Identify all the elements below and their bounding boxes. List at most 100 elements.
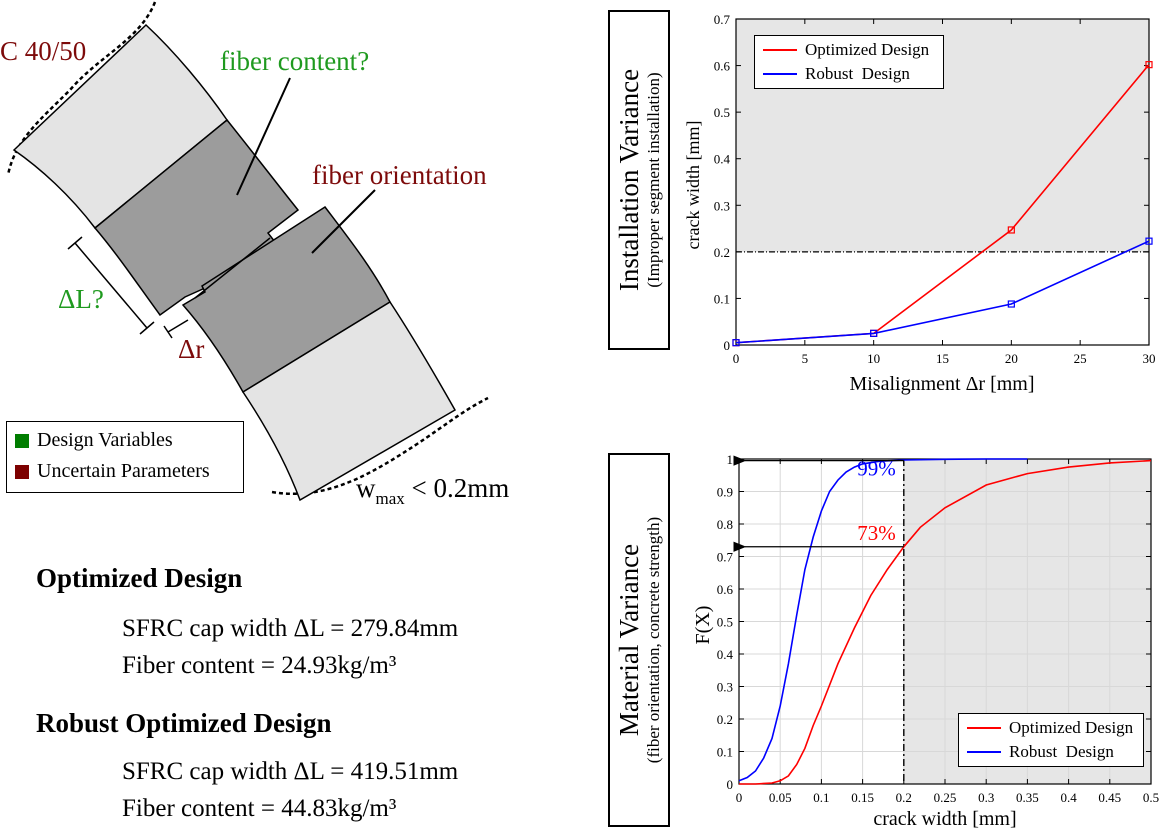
delta-r-label: Δr — [178, 334, 204, 364]
legend-item-robust: Robust Design — [763, 64, 910, 84]
fiber-orientation-label: fiber orientation — [312, 160, 487, 190]
chart1-legend: Optimized Design Robust Design — [754, 35, 944, 89]
legend-label: Robust Design — [805, 64, 910, 83]
installation-variance-label-box: Installation Variance (Improper segment … — [608, 10, 670, 350]
delta-r-dimension — [167, 319, 189, 333]
x-tick-label: 0 — [733, 351, 740, 366]
x-axis-label: crack width [mm] — [873, 808, 1016, 830]
delta-l-tick-bottom — [139, 321, 155, 335]
material-variance-label-box: Material Variance (fiber orientation, co… — [608, 453, 670, 827]
legend-label: Optimized Design — [1009, 718, 1134, 737]
legend-item-optimized: Optimized Design — [763, 40, 929, 60]
y-tick-label: 0.5 — [714, 105, 730, 120]
green-square-icon — [15, 433, 29, 448]
x-tick-label: 0.4 — [1060, 790, 1077, 805]
y-tick-label: 0.4 — [714, 152, 731, 167]
design-title: Robust Optimized Design — [36, 708, 332, 738]
y-tick-label: 0.8 — [717, 517, 733, 532]
x-tick-label: 0.15 — [851, 790, 874, 805]
blue-line-icon — [763, 73, 797, 75]
x-tick-label: 0.5 — [1143, 790, 1159, 805]
y-tick-label: 0 — [727, 777, 734, 792]
x-tick-label: 0.05 — [769, 790, 792, 805]
delta-r-tick — [163, 325, 173, 339]
side-label-sub: (Improper segment installation) — [644, 72, 663, 288]
x-tick-label: 0.2 — [896, 790, 912, 805]
x-tick-label: 0.1 — [813, 790, 829, 805]
x-tick-label: 15 — [936, 351, 949, 366]
x-tick-label: 20 — [1005, 351, 1018, 366]
x-tick-label: 0.3 — [978, 790, 994, 805]
legend-label: Robust Design — [1009, 742, 1114, 761]
series-line-robust — [735, 240, 1150, 344]
annotation-label: 73% — [857, 521, 896, 545]
design-line: SFRC cap width ΔL = 279.84mm — [122, 615, 459, 642]
legend-item-robust: Robust Design — [967, 742, 1114, 762]
legend-item-uncertain-parameters: Uncertain Parameters — [15, 460, 210, 483]
leader-fiber-content — [236, 77, 291, 196]
y-tick-label: 1 — [727, 452, 734, 467]
boundary-curve-bottom — [271, 396, 489, 496]
design-line: Fiber content = 44.83kg/m³ — [122, 795, 397, 822]
y-tick-label: 0.3 — [717, 680, 733, 695]
x-tick-label: 0.45 — [1098, 790, 1121, 805]
delta-l-label: ΔL? — [58, 284, 104, 314]
y-tick-label: 0.7 — [717, 550, 734, 565]
y-tick-label: 0.5 — [717, 615, 733, 630]
y-tick-label: 0.3 — [714, 198, 730, 213]
diagram-legend: Design Variables Uncertain Parameters — [6, 421, 244, 493]
y-tick-label: 0.9 — [717, 485, 733, 500]
design-line: SFRC cap width ΔL = 419.51mm — [122, 758, 459, 785]
x-tick-label: 0.35 — [1016, 790, 1039, 805]
y-tick-label: 0.2 — [714, 245, 730, 260]
x-tick-label: 5 — [802, 351, 809, 366]
material-variance-chart: 0 0.05 0.1 0.15 0.2 0.25 0.3 0.35 0.4 0.45 0.5 0 0.1… — [692, 452, 1159, 830]
legend-item-optimized: Optimized Design — [967, 718, 1133, 738]
red-line-icon — [967, 727, 1001, 729]
data-point-robust — [732, 339, 740, 347]
y-tick-label: 0.2 — [717, 712, 733, 727]
annotation-label: 99% — [857, 457, 896, 481]
y-tick-label: 0.6 — [714, 59, 731, 74]
x-tick-label: 30 — [1143, 351, 1156, 366]
data-point-robust — [1145, 237, 1153, 245]
side-label-main: Installation Variance — [614, 68, 644, 292]
y-tick-label: 0.7 — [714, 12, 731, 27]
legend-item-design-variables: Design Variables — [15, 429, 173, 452]
y-axis-label: crack width [mm] — [683, 121, 703, 250]
x-axis-label: Misalignment Δr [mm] — [849, 373, 1034, 395]
side-label-sub: (fiber orientation, concrete strength) — [644, 516, 663, 764]
fiber-content-label: fiber content? — [220, 46, 369, 76]
data-point-optimized — [1145, 61, 1153, 69]
y-tick-label: 0.4 — [717, 647, 734, 662]
blue-line-icon — [967, 751, 1001, 753]
design-title: Optimized Design — [36, 563, 243, 593]
leader-fiber-orientation — [311, 189, 376, 254]
series-line-optimized — [739, 459, 1152, 785]
side-label-main: Material Variance — [614, 543, 644, 737]
lower-segment-light — [241, 300, 457, 502]
wmax-label: wmax < 0.2mm — [356, 473, 509, 508]
x-tick-label: 0 — [736, 790, 743, 805]
y-tick-label: 0.1 — [717, 745, 733, 760]
red-line-icon — [763, 49, 797, 51]
data-point-robust — [870, 329, 878, 337]
darkred-square-icon — [15, 464, 29, 479]
data-point-optimized — [1007, 226, 1015, 234]
y-tick-label: 0.6 — [717, 582, 734, 597]
x-tick-label: 10 — [867, 351, 880, 366]
chart2-legend: Optimized Design Robust Design — [958, 713, 1144, 767]
y-tick-label: 0 — [724, 338, 731, 353]
leader-joint — [194, 237, 271, 299]
segment-diagram: C 40/50 fiber content? fiber orientation… — [0, 1, 509, 508]
x-tick-label: 0.25 — [934, 790, 957, 805]
data-point-robust — [1007, 300, 1015, 308]
concrete-grade-label: C 40/50 — [0, 36, 86, 66]
legend-label: Optimized Design — [805, 40, 930, 59]
delta-l-tick-top — [67, 236, 83, 250]
x-tick-label: 25 — [1074, 351, 1087, 366]
legend-label: Uncertain Parameters — [37, 460, 210, 482]
legend-label: Design Variables — [37, 429, 173, 451]
delta-l-dimension — [74, 242, 148, 329]
